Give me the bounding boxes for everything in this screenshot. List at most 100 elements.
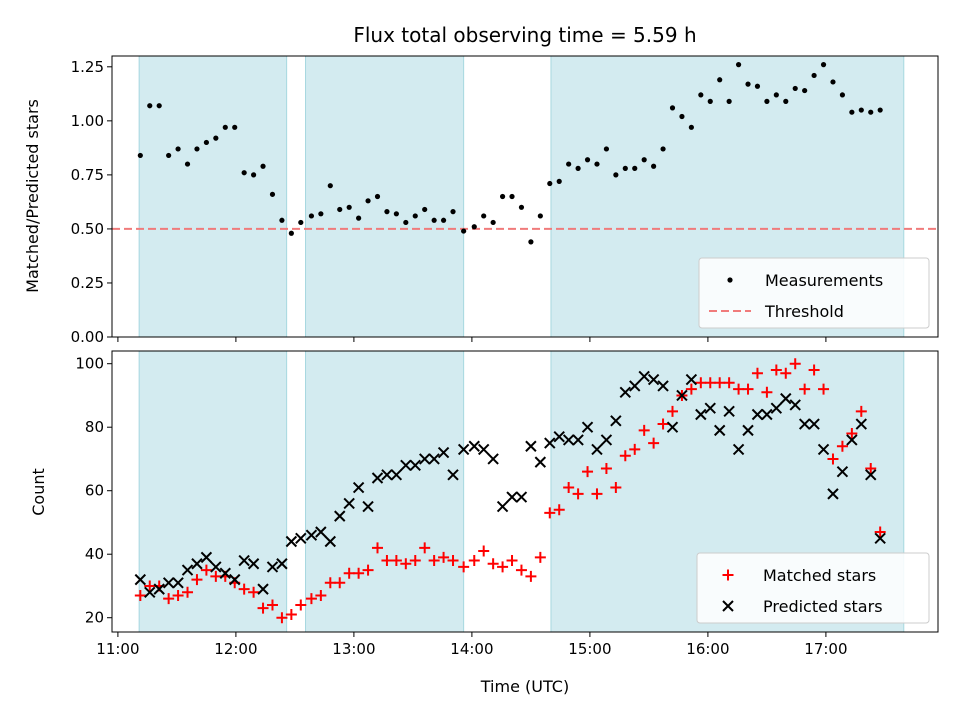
- counts-y-tick-label-4: 100: [75, 355, 104, 373]
- ratio-series-0-point-48: [594, 161, 600, 167]
- counts-series-0-point-16: [285, 609, 297, 621]
- counts-series-1-point-2: [153, 583, 165, 595]
- ratio-series-0-point-41: [528, 239, 534, 245]
- ratio-series-0-point-49: [603, 146, 610, 152]
- counts-series-1-point-59: [695, 408, 707, 421]
- ratio-y-tick-label-4: 1.00: [71, 112, 104, 130]
- counts-series-0-point-48: [591, 488, 603, 500]
- ratio-legend-label-0: Measurements: [765, 271, 883, 290]
- counts-y-tick-label-0: 20: [85, 609, 104, 627]
- counts-series-0-point-15: [276, 612, 288, 624]
- counts-series-0-point-62: [723, 377, 735, 389]
- counts-series-0-point-33: [447, 555, 459, 567]
- counts-y-tick-label-1: 40: [85, 545, 104, 563]
- counts-series-0-point-34: [458, 561, 470, 573]
- counts-x-tick-label-3: 14:00: [450, 640, 493, 658]
- counts-series-1-point-21: [334, 510, 346, 522]
- ratio-series-0-point-19: [318, 211, 324, 217]
- counts-series-1-point-34: [457, 443, 470, 456]
- counts-series-1-point-20: [324, 535, 337, 548]
- counts-series-0-point-60: [704, 377, 716, 389]
- counts-series-1-point-27: [390, 469, 403, 481]
- counts-series-0-point-72: [818, 383, 830, 395]
- counts-series-0-point-61: [714, 377, 726, 389]
- ratio-series-0-point-59: [698, 92, 704, 98]
- ratio-series-0-point-11: [241, 170, 247, 176]
- counts-legend-marker-0: [722, 569, 734, 581]
- counts-series-1-point-76: [855, 418, 868, 430]
- ratio-series-0-point-67: [773, 92, 779, 98]
- ratio-series-0-point-40: [518, 204, 525, 210]
- counts-series-0-point-41: [525, 570, 537, 582]
- counts-series-0-point-77: [865, 462, 877, 474]
- counts-legend-label-1: Predicted stars: [763, 597, 883, 616]
- counts-series-0-point-53: [638, 424, 650, 436]
- counts-series-0-point-12: [248, 586, 260, 598]
- ratio-legend-label-1: Threshold: [764, 302, 844, 321]
- counts-series-0-point-21: [334, 577, 346, 589]
- counts-series-1-point-9: [219, 567, 231, 579]
- ratio-series-0-point-71: [811, 72, 817, 79]
- ratio-series-0-point-30: [422, 206, 428, 213]
- counts-panel: 20 40 60 80 100 11:00 12:00 13:00 14:00 15:00 16:0…: [75, 350, 939, 658]
- counts-series-0-point-6: [191, 574, 203, 586]
- ratio-series-0-point-35: [471, 224, 477, 230]
- counts-series-1-point-40: [515, 491, 528, 503]
- counts-series-0-point-68: [780, 367, 792, 379]
- counts-series-1-point-71: [808, 418, 820, 430]
- ratio-series-0-point-38: [499, 193, 506, 200]
- ratio-series-0-point-23: [356, 215, 362, 221]
- counts-series-0-point-24: [362, 564, 374, 576]
- counts-series-0-point-54: [648, 437, 660, 449]
- counts-series-1-point-1: [144, 586, 156, 599]
- counts-series-0-point-76: [855, 405, 867, 417]
- counts-series-0-point-40: [515, 564, 527, 576]
- counts-series-0-point-51: [619, 450, 631, 462]
- counts-series-0-point-8: [210, 570, 222, 582]
- ratio-legend-marker-0: [727, 277, 733, 283]
- ratio-series-0-point-31: [431, 217, 437, 223]
- ratio-panel: 0.00 0.25 0.50 0.75 1.00 1.25 Measurements Thre…: [71, 55, 939, 346]
- ratio-y-axis-label: Matched/Predicted stars: [23, 99, 42, 293]
- counts-series-1-point-63: [732, 443, 745, 456]
- counts-series-1-point-3: [162, 577, 175, 589]
- counts-points: [134, 358, 886, 624]
- ratio-series-0-point-29: [412, 213, 418, 219]
- ratio-y-tick-label-1: 0.25: [71, 274, 104, 292]
- counts-series-0-point-64: [742, 383, 754, 395]
- ratio-series-0-point-14: [269, 191, 276, 197]
- ratio-series-0-point-56: [669, 105, 676, 111]
- counts-series-0-point-19: [315, 589, 327, 601]
- counts-series-0-point-56: [667, 405, 678, 417]
- counts-series-0-point-70: [799, 383, 811, 395]
- counts-series-0-point-66: [761, 386, 773, 398]
- ratio-series-0-point-69: [792, 85, 798, 92]
- ratio-series-0-point-44: [556, 178, 562, 184]
- counts-series-1-point-46: [572, 434, 584, 446]
- ratio-y-tick-label-2: 0.50: [71, 220, 104, 238]
- counts-series-0-point-73: [827, 453, 839, 465]
- counts-series-1-point-74: [836, 465, 849, 478]
- ratio-series-0-point-12: [251, 172, 257, 178]
- counts-series-1-point-10: [229, 573, 241, 586]
- counts-series-1-point-22: [343, 497, 355, 510]
- ratio-series-0-point-51: [622, 165, 628, 171]
- counts-series-1-point-49: [600, 434, 613, 446]
- ratio-series-0-point-9: [222, 124, 228, 130]
- counts-series-0-point-58: [685, 383, 697, 395]
- counts-series-1-point-24: [362, 500, 374, 513]
- counts-series-1-point-75: [846, 434, 858, 446]
- counts-series-1-point-51: [619, 386, 632, 398]
- counts-series-1-point-28: [400, 459, 412, 472]
- counts-series-1-point-13: [257, 583, 269, 595]
- ratio-series-0-point-22: [346, 204, 352, 210]
- counts-series-1-point-50: [610, 415, 622, 427]
- counts-series-1-point-33: [447, 469, 459, 481]
- ratio-series-0-point-76: [858, 107, 864, 113]
- x-axis-label: Time (UTC): [480, 677, 569, 696]
- counts-series-0-point-36: [478, 545, 490, 557]
- counts-series-1-point-45: [562, 434, 575, 446]
- counts-series-1-point-69: [789, 399, 801, 411]
- ratio-series-0-point-24: [365, 198, 371, 204]
- ratio-series-0-point-55: [660, 146, 666, 152]
